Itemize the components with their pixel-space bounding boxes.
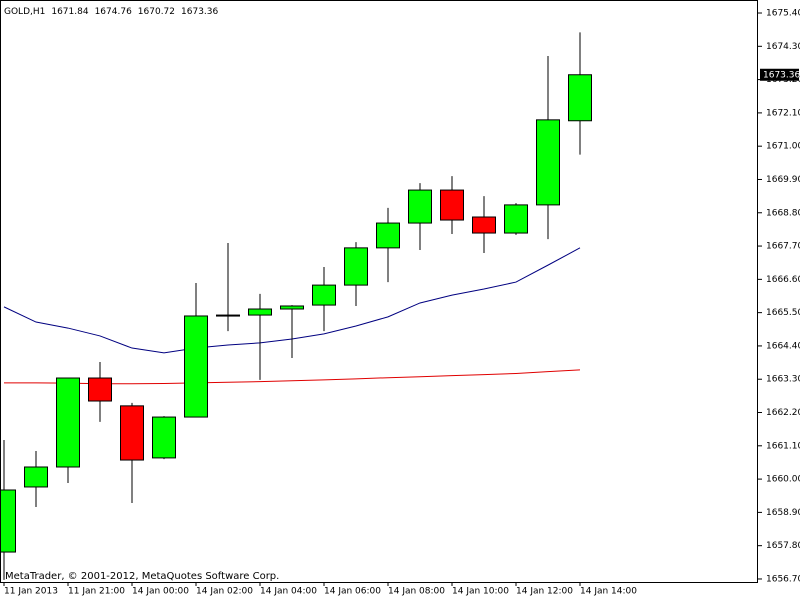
candle-body [152, 416, 176, 459]
candle-body [344, 247, 368, 286]
y-tick-label: 1665.50 [766, 308, 800, 318]
candle-body [56, 377, 80, 468]
title-high: 1674.76 [95, 7, 132, 17]
y-tick-label: 1671.00 [766, 142, 800, 152]
y-tick-label: 1662.20 [766, 408, 800, 418]
y-tick-label: 1669.90 [766, 175, 800, 185]
y-tick-label: 1672.10 [766, 108, 800, 118]
candle-body [536, 119, 560, 206]
y-tick-label: 1660.00 [766, 475, 800, 485]
chart-title: GOLD,H1 1671.84 1674.76 1670.72 1673.36 [4, 7, 219, 17]
candle-body [88, 377, 112, 402]
x-tick-label: 14 Jan 14:00 [580, 587, 637, 597]
x-tick-label: 11 Jan 21:00 [68, 587, 125, 597]
title-close: 1673.36 [181, 7, 218, 17]
candle-body [248, 308, 272, 316]
price-label-bg [760, 68, 799, 81]
candle-body [184, 315, 208, 418]
candle-body [504, 204, 528, 234]
y-tick-label: 1663.30 [766, 375, 800, 385]
y-tick-label: 1656.70 [766, 574, 800, 584]
y-tick-label: 1668.80 [766, 208, 800, 218]
candle-body [440, 189, 464, 221]
x-tick-label: 14 Jan 06:00 [324, 587, 381, 597]
x-tick-label: 14 Jan 04:00 [260, 587, 317, 597]
candle-body [280, 305, 304, 310]
title-symbol: GOLD,H1 [4, 7, 45, 17]
x-tick-label: 11 Jan 2013 [4, 587, 58, 597]
plot [1, 32, 592, 580]
y-tick-label: 1667.70 [766, 242, 800, 252]
y-tick-label: 1657.80 [766, 541, 800, 551]
title-open: 1671.84 [51, 7, 88, 17]
candle-body [408, 189, 432, 224]
candle-body [376, 222, 400, 249]
y-tick-label: 1658.90 [766, 508, 800, 518]
candle-body [120, 405, 144, 461]
y-tick-label: 1666.60 [766, 275, 800, 285]
candle-body [312, 284, 336, 306]
x-tick-label: 14 Jan 12:00 [516, 587, 573, 597]
x-tick-label: 14 Jan 02:00 [196, 587, 253, 597]
current-price-label: 1673.36 [763, 70, 800, 80]
title-low: 1670.72 [138, 7, 175, 17]
x-tick-label: 14 Jan 00:00 [132, 587, 189, 597]
plot-frame [0, 0, 758, 583]
x-tick-label: 14 Jan 10:00 [452, 587, 509, 597]
candle-body [568, 74, 592, 122]
y-tick-label: 1674.30 [766, 42, 800, 52]
x-tick-label: 14 Jan 08:00 [388, 587, 445, 597]
y-tick-label: 1675.40 [766, 9, 800, 19]
y-tick-label: 1664.40 [766, 341, 800, 351]
candle-body [472, 216, 496, 234]
candle-body [216, 314, 240, 317]
y-tick-label: 1661.10 [766, 441, 800, 451]
footer: MetaTrader, © 2001-2012, MetaQuotes Soft… [5, 571, 279, 582]
candle-body [24, 466, 48, 488]
candle-body [1, 489, 16, 553]
